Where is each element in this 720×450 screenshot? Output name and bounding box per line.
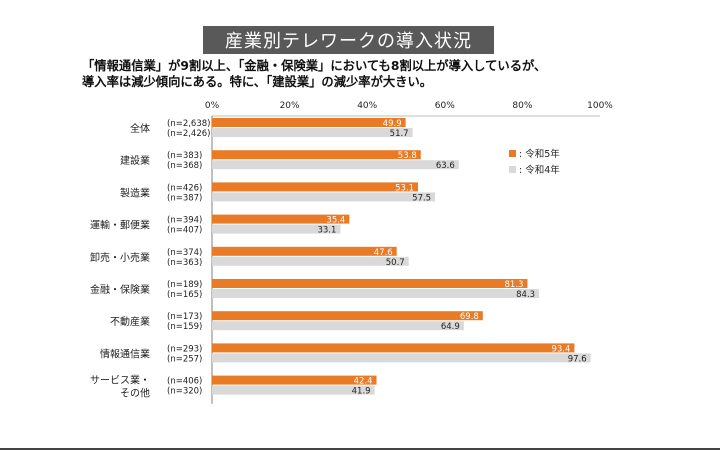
data-label-r5: 53.8 (398, 151, 417, 161)
n-label-r4: (n=320) (167, 387, 202, 397)
n-label-r4: (n=407) (167, 226, 202, 236)
bar-r5 (212, 246, 397, 256)
x-tick-label: 40% (357, 101, 377, 111)
data-label-r5: 81.3 (505, 280, 524, 290)
n-label-r5: (n=293) (167, 344, 202, 354)
data-label-r4: 51.7 (390, 129, 409, 139)
category-label: 全体 (130, 122, 150, 135)
n-label-r5: (n=374) (167, 248, 202, 258)
n-label-r4: (n=159) (167, 322, 202, 332)
category-label: 卸売・小売業 (90, 251, 150, 264)
data-label-r4: 57.5 (412, 193, 431, 203)
n-label-r5: (n=173) (167, 312, 202, 322)
n-label-r5: (n=383) (167, 151, 202, 161)
n-label-r4: (n=368) (167, 161, 202, 171)
footer-divider (0, 448, 720, 450)
bar-r4 (212, 256, 409, 266)
bar-r5 (212, 214, 350, 224)
n-label-r4: (n=363) (167, 258, 202, 268)
n-label-r4: (n=257) (167, 354, 202, 364)
bar-r4 (212, 385, 375, 395)
bar-r4 (212, 224, 341, 234)
bar-r5 (212, 279, 528, 288)
data-label-r4: 63.6 (436, 161, 455, 171)
category-label: 製造業 (120, 186, 150, 199)
n-label-r4: (n=165) (167, 290, 202, 300)
data-label-r5: 47.6 (374, 248, 393, 258)
category-label: サービス業・ (90, 374, 150, 387)
x-tick-label: 60% (435, 101, 455, 111)
data-label-r4: 33.1 (317, 226, 336, 236)
category-label: 建設業 (120, 154, 150, 167)
data-label-r5: 69.8 (460, 312, 479, 322)
n-label-r4: (n=387) (167, 193, 202, 203)
bar-r4 (212, 128, 413, 137)
data-label-r5: 53.1 (395, 183, 414, 193)
n-label-r5: (n=426) (167, 183, 202, 193)
data-label-r4: 97.6 (568, 354, 587, 364)
bar-r4 (212, 321, 464, 331)
bar-r5 (212, 343, 575, 353)
data-label-r5: 35.4 (326, 216, 345, 226)
n-label-r5: (n=2,638) (167, 119, 210, 129)
bar-r4 (212, 353, 591, 363)
bar-r5 (212, 375, 377, 385)
legend-swatch-r5 (509, 150, 516, 157)
data-label-r5: 49.9 (383, 119, 402, 129)
n-label-r5: (n=189) (167, 280, 202, 290)
x-tick-label: 100% (587, 101, 613, 111)
data-label-r5: 42.4 (354, 377, 373, 387)
x-tick-label: 0% (205, 101, 220, 111)
legend-label-r4: : 令和4年 (519, 164, 560, 176)
data-label-r4: 50.7 (386, 258, 405, 268)
x-tick-label: 20% (280, 101, 300, 111)
n-label-r5: (n=406) (167, 377, 202, 387)
subtitle-line-2: 導入率は減少傾向にある。特に、「建設業」の減少率が大きい。 (82, 75, 433, 89)
data-label-r4: 41.9 (352, 387, 371, 397)
chart-subtitle: 「情報通信業」が9割以上、「金融・保険業」においても8割以上が導入しているが、 … (82, 58, 662, 90)
data-label-r5: 93.4 (551, 344, 570, 354)
x-tick-label: 80% (512, 101, 532, 111)
category-label: 不動産業 (110, 315, 150, 328)
bar-r5 (212, 150, 421, 160)
n-label-r4: (n=2,426) (167, 129, 210, 139)
data-label-r4: 84.3 (516, 290, 535, 300)
category-label: 情報通信業 (100, 347, 150, 360)
bar-r5 (212, 182, 419, 192)
bar-r4 (212, 160, 459, 170)
bar-r5 (212, 311, 483, 321)
category-label: 金融・保険業 (90, 283, 150, 296)
legend-label-r5: : 令和5年 (519, 148, 560, 160)
legend-swatch-r4 (509, 166, 516, 173)
data-label-r4: 64.9 (441, 322, 460, 332)
bar-r5 (212, 118, 406, 127)
bar-r4 (212, 289, 540, 298)
bar-r4 (212, 192, 436, 202)
n-label-r5: (n=394) (167, 216, 202, 226)
category-label: その他 (120, 387, 150, 400)
category-label: 運輸・郵便業 (90, 219, 150, 232)
subtitle-line-1: 「情報通信業」が9割以上、「金融・保険業」においても8割以上が導入しているが、 (82, 59, 547, 73)
chart-title: 産業別テレワークの導入状況 (203, 26, 494, 54)
